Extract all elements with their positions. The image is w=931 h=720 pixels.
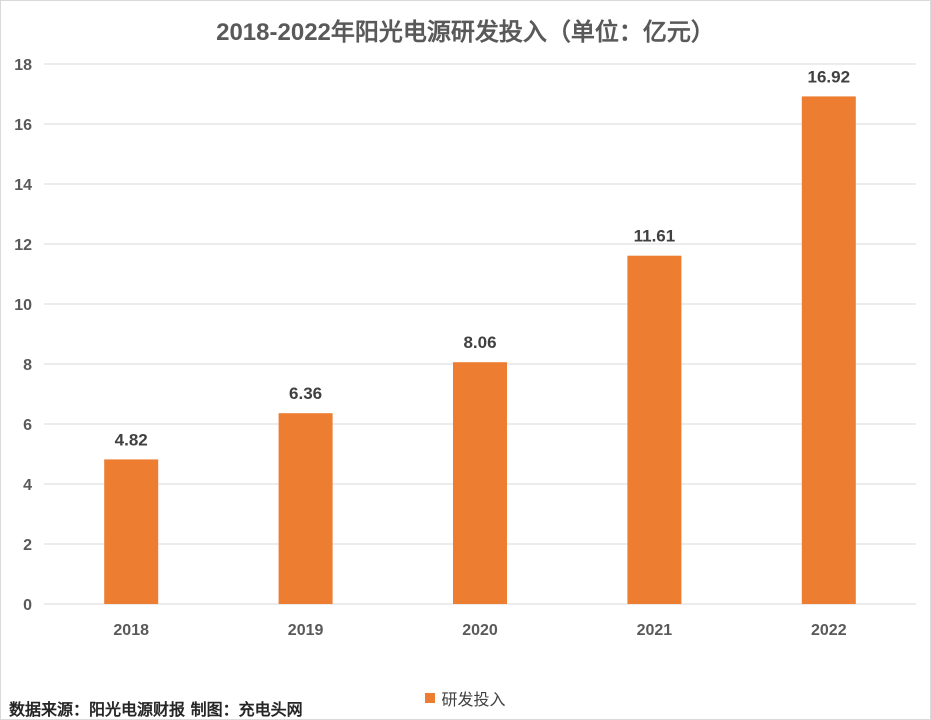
y-tick-label: 4 (23, 477, 32, 494)
legend-label: 研发投入 (441, 690, 506, 709)
legend: 研发投入 (0, 686, 931, 710)
y-tick-label: 8 (23, 357, 32, 374)
data-label: 16.92 (808, 67, 851, 86)
y-tick-label: 18 (14, 57, 32, 74)
chart-title: 2018-2022年阳光电源研发投入（单位：亿元） (216, 19, 715, 46)
y-tick-label: 12 (14, 237, 32, 254)
y-tick-label: 14 (14, 177, 32, 194)
x-tick-label: 2021 (637, 622, 673, 639)
data-source-note: 数据来源：阳光电源财报 制图：充电头网 (9, 700, 303, 719)
bar (278, 413, 333, 604)
x-tick-label: 2022 (811, 622, 847, 639)
y-tick-label: 2 (23, 537, 32, 554)
data-label: 8.06 (463, 333, 496, 352)
x-tick-label: 2019 (288, 622, 324, 639)
y-tick-label: 16 (14, 117, 32, 134)
data-label: 4.82 (115, 430, 148, 449)
y-tick-label: 10 (14, 297, 32, 314)
data-label: 6.36 (289, 384, 322, 403)
bar (104, 459, 159, 604)
y-tick-label: 6 (23, 417, 32, 434)
x-tick-label: 2018 (113, 622, 149, 639)
bar-chart: 0 2 4 6 8 10 12 14 16 18 4.82 2018 6.36 2019 8.06 2020 1… (14, 57, 916, 639)
data-label: 11.61 (634, 227, 676, 246)
x-tick-label: 2020 (462, 622, 498, 639)
bar (627, 255, 682, 604)
legend-swatch (425, 693, 436, 703)
bar (453, 362, 507, 604)
bar (801, 96, 856, 605)
y-tick-label: 0 (23, 597, 32, 614)
